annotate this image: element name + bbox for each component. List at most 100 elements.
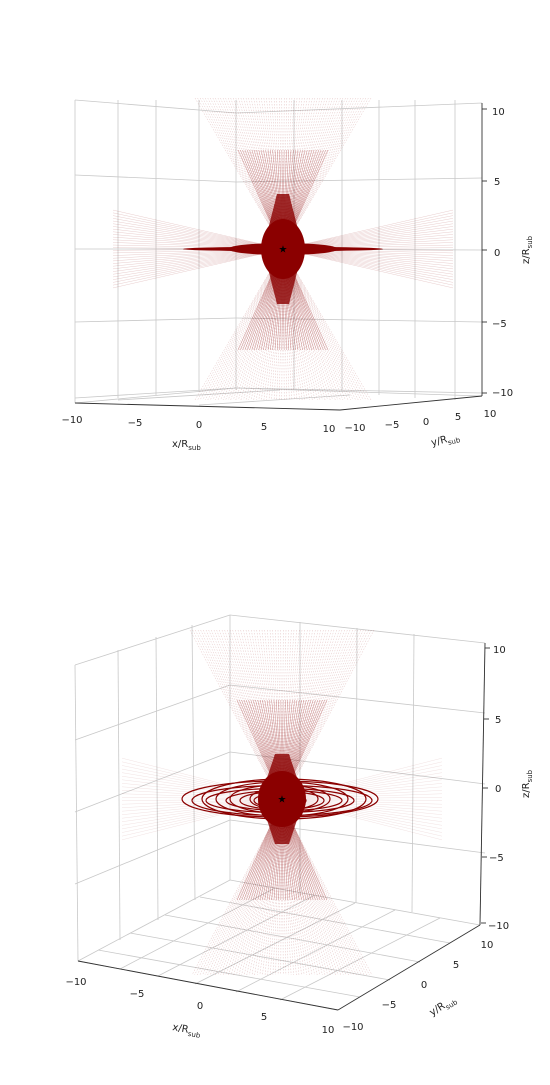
grid-line	[191, 624, 196, 901]
trajectory-line	[245, 97, 321, 401]
grid-line	[117, 649, 121, 941]
dense-core	[263, 194, 303, 304]
x-axis-label: x/Rsub	[171, 1022, 202, 1040]
grid-line	[235, 317, 483, 323]
trajectory-line	[280, 629, 284, 976]
grid	[74, 99, 483, 406]
trajectory-line	[272, 629, 292, 976]
trajectory-line	[205, 97, 361, 401]
trajectory-line	[277, 629, 287, 976]
grid-line	[119, 887, 276, 970]
trajectory-line	[248, 97, 318, 401]
y-tick-label: −10	[344, 423, 365, 434]
trajectory-line	[235, 629, 328, 976]
x-axis-label: x/Rsub	[172, 439, 201, 452]
grid-line	[235, 909, 396, 993]
trajectory-line	[221, 629, 341, 976]
grid-line	[235, 387, 483, 397]
trajectory-line	[210, 97, 356, 401]
chart-panel-bottom: ★ −10 −5 0 5 10 x/Rsub −10 −5 0 5 10 y/R…	[65, 614, 534, 1040]
grid-line	[235, 102, 483, 114]
grid-line	[74, 317, 237, 323]
grid-line	[97, 949, 361, 998]
trajectory-line	[197, 629, 365, 976]
x-tick-label: −5	[130, 989, 145, 1000]
trajectory-line	[277, 629, 287, 976]
grid-line	[157, 894, 316, 977]
central-source-marker: ★	[278, 795, 287, 806]
x-tick-label: −5	[128, 418, 143, 429]
trajectory-line	[233, 97, 333, 401]
trajectory-line	[199, 629, 367, 976]
trajectory-line	[275, 629, 289, 976]
trajectory-line	[262, 629, 303, 976]
z-tick-label: 5	[495, 715, 501, 726]
x-tick-label: 5	[261, 1012, 267, 1023]
grid-line	[279, 917, 441, 1001]
z-tick-label: −10	[488, 921, 509, 932]
grid-line	[74, 387, 237, 399]
axes	[77, 642, 486, 1011]
trajectory-line	[225, 629, 340, 976]
dense-core	[260, 754, 304, 844]
x-tick-label: 5	[261, 422, 267, 433]
z-axis-label: z/Rsub	[521, 769, 534, 798]
grid-line	[199, 896, 451, 944]
data-layer: ★	[112, 97, 454, 401]
x-tick-label: 10	[322, 1025, 335, 1036]
trajectory-line	[244, 629, 321, 976]
z-tick-label: −5	[489, 853, 504, 864]
trajectory-line	[268, 97, 298, 401]
trajectory-line	[236, 629, 329, 976]
y-tick-label: 0	[423, 417, 429, 428]
grid-line	[74, 684, 231, 741]
grid-line	[155, 636, 159, 921]
trajectory-line	[270, 629, 295, 976]
z-tick-label: 0	[495, 784, 501, 795]
y-tick-label: 10	[484, 409, 497, 420]
y-tick-label: −10	[342, 1022, 363, 1033]
trajectory-line	[280, 629, 284, 976]
central-source-marker: ★	[279, 245, 288, 256]
trajectory-line	[259, 629, 305, 976]
x-tick-label: 10	[323, 424, 336, 435]
grid-line	[74, 387, 237, 404]
grid-line	[77, 879, 231, 962]
z-axis-label: z/Rsub	[521, 235, 534, 264]
grid-line	[411, 633, 415, 913]
grid-line	[74, 819, 231, 885]
trajectory-line	[217, 97, 349, 401]
y-tick-label: 10	[481, 940, 494, 951]
grid-line	[229, 614, 486, 644]
x-tick-label: 0	[197, 1001, 203, 1012]
grid-line	[74, 751, 231, 813]
grid-line	[74, 664, 79, 962]
y-tick-label: −5	[382, 1000, 397, 1011]
z-tick-label: 5	[494, 177, 500, 188]
trajectory-line	[267, 629, 297, 976]
z-tick-label: 10	[493, 645, 506, 656]
x-tick-label: −10	[65, 977, 86, 988]
trajectory-line	[245, 97, 321, 401]
trajectory-line	[227, 97, 339, 401]
trajectory-line	[266, 97, 300, 401]
trajectory-line	[269, 629, 294, 976]
trajectory-line	[261, 629, 302, 976]
grid-line	[229, 684, 486, 714]
trajectory-line	[197, 97, 369, 401]
grid-line	[74, 614, 231, 666]
y-tick-label: −5	[385, 420, 400, 431]
y-tick-label: 5	[453, 960, 459, 971]
grid-line	[198, 394, 351, 406]
grid-line	[74, 174, 237, 183]
trajectory-line	[233, 97, 333, 401]
grid-line	[235, 177, 483, 183]
trajectory-line	[259, 629, 305, 976]
trajectory-line	[217, 97, 349, 401]
z-tick-label: −10	[492, 388, 513, 399]
trajectory-line	[223, 629, 343, 976]
y-axis-label: y/Rsub	[428, 994, 460, 1021]
trajectory-line	[264, 629, 300, 976]
trajectory-line	[210, 97, 356, 401]
